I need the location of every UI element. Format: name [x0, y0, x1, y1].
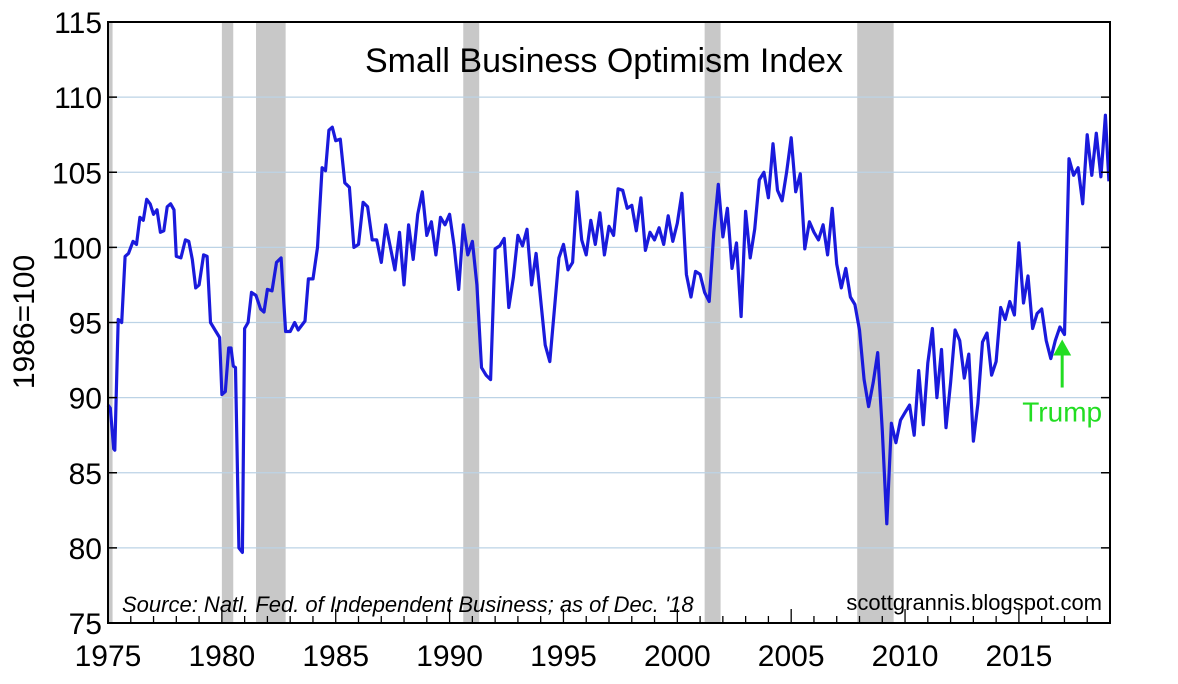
y-tick-label-115: 115 [54, 7, 102, 40]
trump-annotation: Trump [1022, 339, 1102, 428]
blog-credit: scottgrannis.blogspot.com [846, 590, 1102, 615]
x-tick-label-1985: 1985 [302, 640, 369, 673]
source-note: Source: Natl. Fed. of Independent Busine… [122, 592, 694, 617]
x-tick-label-1975: 1975 [75, 640, 142, 673]
x-tick-label-2010: 2010 [872, 640, 939, 673]
y-tick-label-110: 110 [54, 82, 102, 115]
x-tick-label-2015: 2015 [986, 640, 1053, 673]
y-tick-labels: 75 80 85 90 95 100 105 110 115 [52, 7, 102, 641]
y-tick-label-75: 75 [69, 608, 102, 641]
y-tick-label-95: 95 [69, 308, 102, 341]
y-tick-label-85: 85 [69, 458, 102, 491]
y-tick-label-80: 80 [69, 533, 102, 566]
x-tick-labels: 1975 1980 1985 1990 1995 2000 2005 2010 2015 [75, 640, 1053, 673]
series-line-optimism-index [106, 113, 1111, 555]
x-tick-label-1995: 1995 [530, 640, 597, 673]
x-tick-label-1980: 1980 [188, 640, 255, 673]
trump-label: Trump [1022, 397, 1102, 428]
x-tick-label-2000: 2000 [644, 640, 711, 673]
trump-arrow-head [1053, 339, 1072, 356]
y-tick-label-105: 105 [52, 157, 102, 190]
x-tick-label-2005: 2005 [758, 640, 825, 673]
x-tick-label-1990: 1990 [416, 640, 483, 673]
tick-marks [107, 21, 1111, 624]
y-axis-label: 1986=100 [8, 255, 41, 389]
y-tick-label-90: 90 [69, 383, 102, 416]
series-group [106, 113, 1111, 555]
chart-title: Small Business Optimism Index [365, 42, 843, 80]
y-tick-label-100: 100 [52, 232, 102, 265]
